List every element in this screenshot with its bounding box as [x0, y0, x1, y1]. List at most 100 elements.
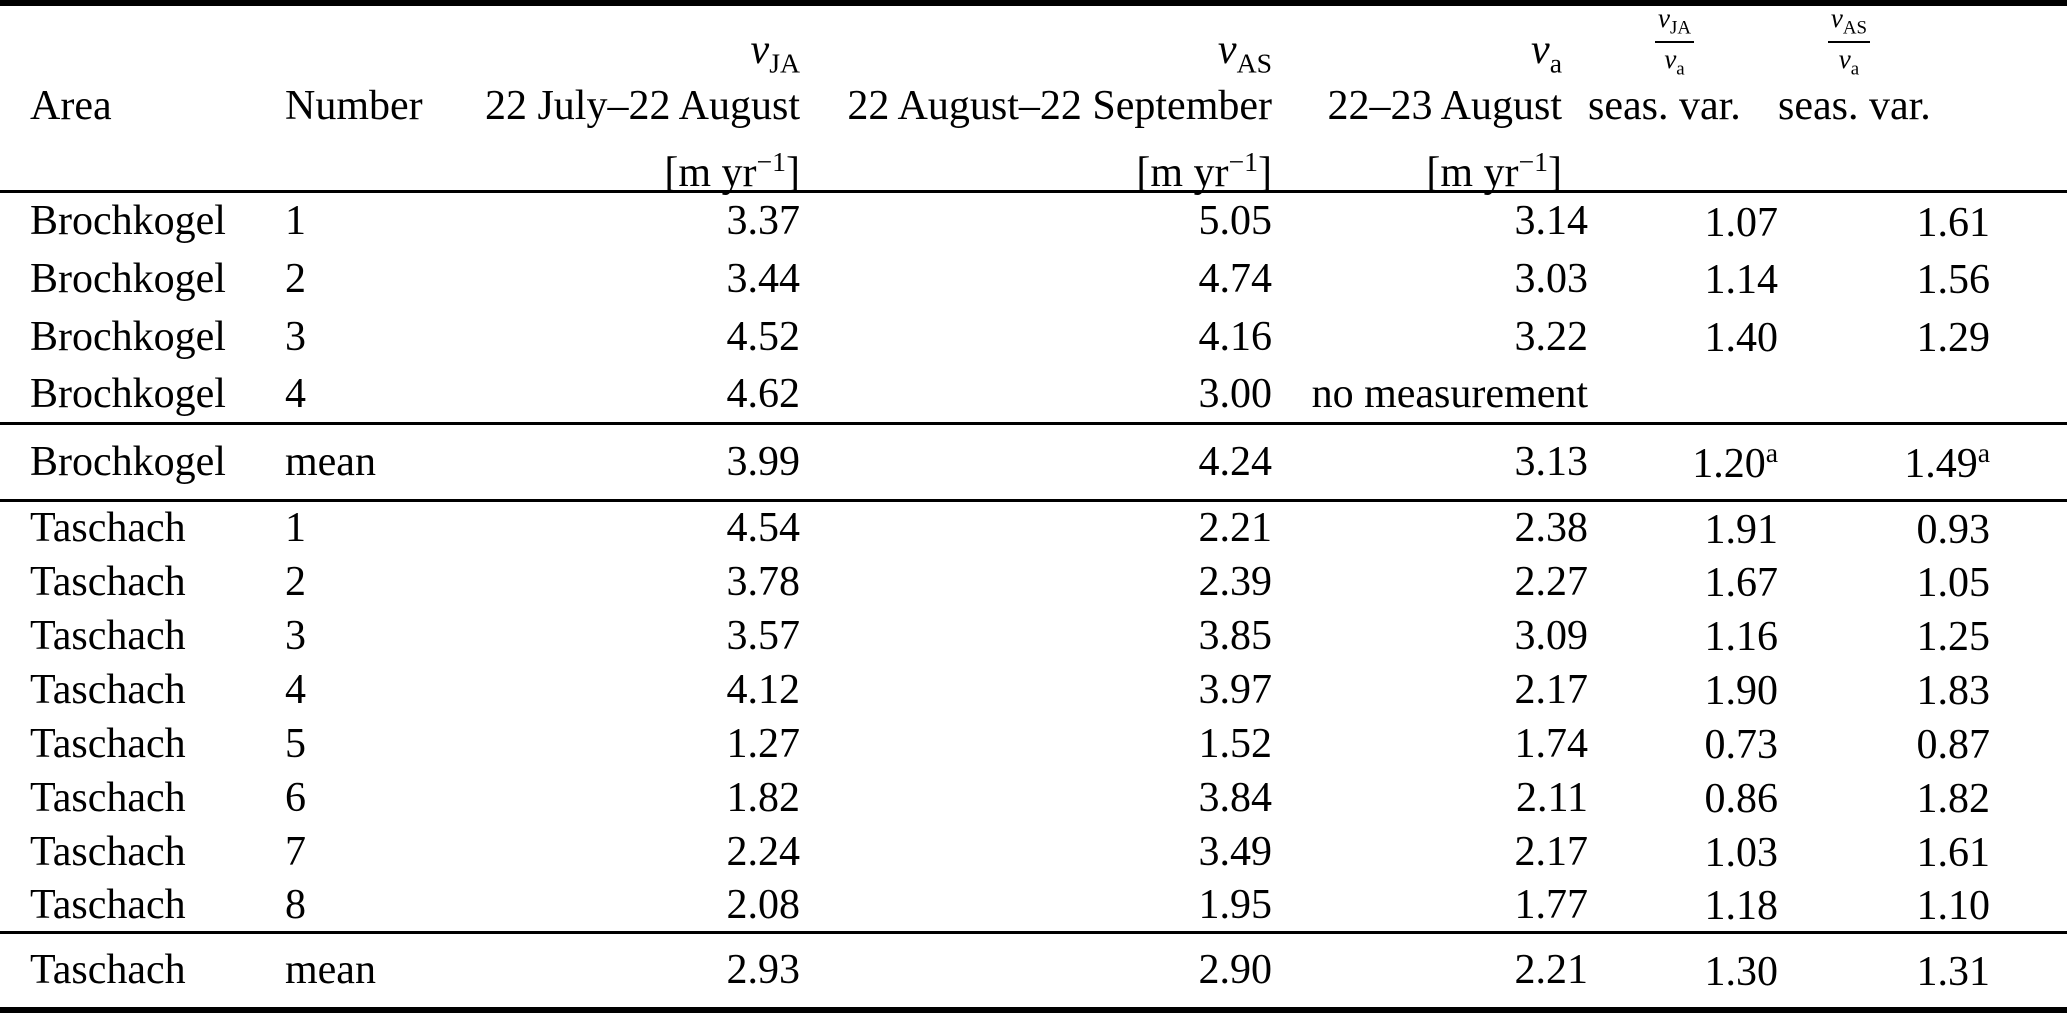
cell-vja-value: 3.44: [726, 255, 801, 302]
unit-exponent: −1: [1228, 146, 1259, 177]
col-header-ratio-as: vAS va seas. var.: [1778, 3, 2067, 192]
table-row: Taschach 1 4.54 2.21 2.38 1.91 0.93: [0, 501, 2067, 555]
header-spacer: [1588, 134, 1694, 190]
cell-ratio-as-value: 1.31: [1778, 933, 2067, 1010]
table-row: Taschach 3 3.57 3.85 3.09 1.16 1.25: [0, 609, 2067, 663]
cell-va-value: 2.11: [1516, 774, 1588, 821]
area-header-label: Area: [30, 83, 112, 129]
table-row: Taschach 4 4.12 3.97 2.17 1.90 1.83: [0, 663, 2067, 717]
cell-number: 5: [285, 720, 306, 767]
cell-ratio-as-value: 1.83: [1778, 663, 2067, 717]
cell-area: Taschach: [30, 881, 186, 928]
cell-number: 4: [285, 370, 306, 417]
fraction-numerator: vAS: [1827, 4, 1870, 43]
v-italic: v: [750, 27, 770, 73]
ratio-as-number: 1.49: [1904, 440, 1978, 487]
unit-close-bracket: ]: [786, 150, 800, 196]
vas-subscript: AS: [1236, 47, 1272, 79]
col-header-area: Area: [0, 3, 285, 192]
ratio-as-fraction: vAS va: [1778, 4, 1870, 80]
cell-ratio-ja-value: 1.03: [1588, 825, 1779, 879]
cell-vas-value: 3.00: [1198, 370, 1273, 417]
vas-unit: [m yr−1]: [800, 134, 1272, 196]
cell-vas-value: 4.74: [1198, 255, 1273, 302]
cell-number: 8: [285, 881, 306, 928]
cell-number: 1: [285, 198, 306, 245]
section-taschach-mean: Taschach mean 2.93 2.90 2.21 1.30 1.31: [0, 933, 2067, 1010]
cell-ratio-as-value: 1.29: [1778, 308, 2067, 366]
cell-ratio-as-value: [1778, 366, 2067, 424]
cell-va-value: 1.77: [1514, 881, 1589, 928]
cell-vja-value: 4.12: [726, 666, 801, 713]
header-spacer: [1778, 134, 1870, 190]
cell-ratio-as-value: 1.49a: [1778, 424, 2067, 501]
cell-vja-value: 2.24: [726, 828, 801, 875]
ratio-ja-number: 0.73: [1704, 722, 1779, 768]
cell-vas-value: 5.05: [1198, 198, 1273, 245]
cell-ratio-ja-value: 1.90: [1588, 663, 1779, 717]
cell-vja-value: 3.57: [726, 612, 801, 659]
cell-number: 7: [285, 828, 306, 875]
cell-area: Brochkogel: [30, 255, 226, 302]
cell-ratio-as-value: 1.61: [1778, 192, 2067, 250]
cell-area: Taschach: [30, 612, 186, 659]
fraction: vJA va: [1655, 4, 1694, 80]
cell-vja-value: 1.27: [726, 720, 801, 767]
ratio-ja-number: 1.67: [1704, 560, 1779, 606]
col-header-vja: vJA 22 July–22 August [m yr−1]: [435, 3, 800, 196]
col-header-number: Number: [285, 3, 435, 192]
cell-vas-value: 3.85: [1198, 612, 1273, 659]
v-italic: v: [1664, 44, 1677, 74]
section-brochkogel-mean: Brochkogel mean 3.99 4.24 3.13 1.20a 1.4…: [0, 424, 2067, 501]
cell-area: Taschach: [30, 505, 186, 552]
table-row: Brochkogel 2 3.44 4.74 3.03 1.14 1.56: [0, 250, 2067, 308]
col-header-vas: vAS 22 August–22 September [m yr−1]: [800, 3, 1272, 196]
ratio-as-label: seas. var.: [1778, 83, 1931, 129]
ratio-ja-number: 1.18: [1704, 883, 1779, 930]
ratio-as-number: 1.10: [1916, 883, 1991, 930]
header-spacer: [285, 134, 435, 190]
cell-ratio-ja-value: 1.91: [1588, 501, 1779, 555]
cell-ratio-as-value: 1.61: [1778, 825, 2067, 879]
cell-vja-value: 4.54: [726, 505, 801, 552]
va-unit: [m yr−1]: [1272, 134, 1562, 196]
cell-number: mean: [285, 947, 376, 994]
cell-number: 3: [285, 612, 306, 659]
cell-vja-value: 3.37: [726, 198, 801, 245]
ratio-ja-number: 1.30: [1704, 948, 1779, 995]
unit-text: [m yr: [1426, 150, 1519, 196]
cell-vas-value: 3.49: [1198, 828, 1273, 875]
cell-number: mean: [285, 439, 376, 485]
ratio-as-number: 1.25: [1916, 614, 1991, 660]
cell-vja-value: 3.78: [726, 558, 801, 605]
cell-ratio-as-value: 0.87: [1778, 717, 2067, 771]
va-symbol: va: [1272, 22, 1562, 78]
cell-ratio-as-value: 1.10: [1778, 879, 2067, 933]
ratio-ja-label: seas. var.: [1588, 83, 1741, 129]
unit-exponent: −1: [756, 146, 787, 177]
vas-symbol: vAS: [800, 22, 1272, 78]
cell-ratio-ja-value: 1.07: [1588, 192, 1779, 250]
numerator-subscript: JA: [1670, 17, 1691, 39]
cell-vas-value: 3.97: [1198, 666, 1273, 713]
v-italic: v: [1217, 27, 1237, 73]
cell-ratio-ja-value: 1.67: [1588, 555, 1779, 609]
cell-number: 4: [285, 666, 306, 713]
cell-ratio-ja-value: 1.16: [1588, 609, 1779, 663]
cell-area: Taschach: [30, 828, 186, 875]
header-row: Area Number vJA 22 July–22 August [m yr−…: [0, 3, 2067, 196]
cell-va-value: 2.17: [1514, 666, 1589, 713]
cell-va-value: 2.27: [1514, 558, 1589, 605]
cell-vas-value: 2.90: [1198, 947, 1273, 994]
ratio-ja-number: 1.07: [1704, 199, 1779, 246]
unit-text: [m yr: [664, 150, 757, 196]
cell-area: Taschach: [30, 558, 186, 605]
fraction-denominator: va: [1839, 43, 1859, 79]
ratio-ja-number: 1.03: [1704, 830, 1779, 876]
vja-period: 22 July–22 August: [484, 83, 800, 129]
unit-text: [m yr: [1136, 150, 1229, 196]
ratio-as-number: 1.29: [1916, 315, 1991, 361]
fraction: vAS va: [1827, 4, 1870, 80]
ratio-as-number: 0.93: [1916, 506, 1991, 553]
cell-ratio-as-value: 1.82: [1778, 771, 2067, 825]
